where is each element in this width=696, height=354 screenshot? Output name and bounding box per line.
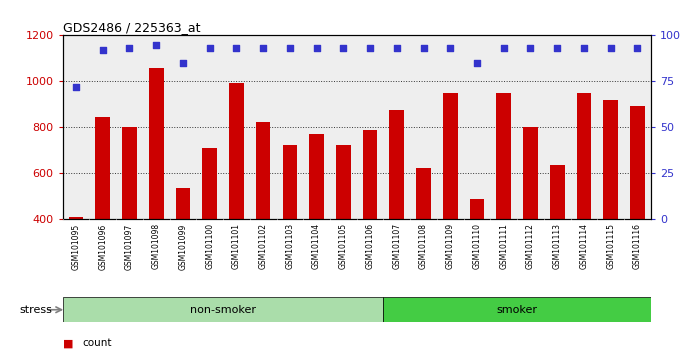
Point: [445, 45, 456, 51]
Point: [365, 45, 376, 51]
Point: [498, 45, 509, 51]
Point: [418, 45, 429, 51]
Bar: [390, 110, 404, 219]
Bar: [256, 122, 271, 219]
Bar: [416, 168, 431, 219]
Bar: [523, 127, 538, 219]
Bar: [175, 188, 190, 219]
Point: [177, 60, 189, 66]
Bar: [309, 134, 324, 219]
Text: GSM101104: GSM101104: [312, 223, 321, 269]
Point: [338, 45, 349, 51]
Text: GSM101102: GSM101102: [259, 223, 268, 269]
Bar: [229, 82, 244, 219]
Text: GSM101103: GSM101103: [285, 223, 294, 269]
Text: GSM101097: GSM101097: [125, 223, 134, 270]
Bar: [203, 148, 217, 219]
Point: [578, 45, 590, 51]
Bar: [443, 93, 457, 219]
Text: GSM101108: GSM101108: [419, 223, 428, 269]
Text: GDS2486 / 225363_at: GDS2486 / 225363_at: [63, 21, 200, 34]
Bar: [69, 217, 84, 219]
Text: GSM101113: GSM101113: [553, 223, 562, 269]
Bar: [122, 127, 137, 219]
Point: [525, 45, 536, 51]
Bar: [496, 93, 511, 219]
Point: [97, 47, 109, 53]
Text: GSM101099: GSM101099: [178, 223, 187, 270]
Point: [231, 45, 242, 51]
Bar: [283, 145, 297, 219]
Bar: [550, 165, 564, 219]
Text: GSM101100: GSM101100: [205, 223, 214, 269]
Text: GSM101106: GSM101106: [365, 223, 374, 269]
Point: [284, 45, 295, 51]
Text: GSM101110: GSM101110: [473, 223, 482, 269]
Point: [150, 42, 161, 47]
Text: GSM101105: GSM101105: [339, 223, 348, 269]
Point: [258, 45, 269, 51]
Text: GSM101111: GSM101111: [499, 223, 508, 269]
Text: GSM101096: GSM101096: [98, 223, 107, 270]
Point: [124, 45, 135, 51]
Point: [471, 60, 482, 66]
Bar: [363, 130, 377, 219]
Bar: [336, 145, 351, 219]
Point: [605, 45, 616, 51]
Bar: [603, 100, 618, 219]
Point: [311, 45, 322, 51]
Text: non-smoker: non-smoker: [190, 305, 256, 315]
Text: GSM101109: GSM101109: [445, 223, 454, 269]
Text: GSM101101: GSM101101: [232, 223, 241, 269]
Bar: [149, 68, 164, 219]
Text: GSM101107: GSM101107: [393, 223, 402, 269]
Text: GSM101116: GSM101116: [633, 223, 642, 269]
Text: smoker: smoker: [497, 305, 537, 315]
Point: [632, 45, 643, 51]
Point: [391, 45, 402, 51]
Text: GSM101115: GSM101115: [606, 223, 615, 269]
Bar: [470, 199, 484, 219]
FancyBboxPatch shape: [63, 297, 383, 322]
Text: count: count: [82, 338, 111, 348]
Text: GSM101098: GSM101098: [152, 223, 161, 269]
Text: GSM101112: GSM101112: [526, 223, 535, 269]
Point: [552, 45, 563, 51]
Bar: [95, 117, 110, 219]
Text: ■: ■: [63, 338, 73, 348]
Bar: [576, 93, 592, 219]
Text: GSM101114: GSM101114: [580, 223, 588, 269]
Point: [70, 84, 81, 90]
Bar: [630, 105, 644, 219]
Point: [204, 45, 215, 51]
Text: stress: stress: [19, 305, 52, 315]
Text: GSM101095: GSM101095: [72, 223, 81, 270]
FancyBboxPatch shape: [383, 297, 651, 322]
